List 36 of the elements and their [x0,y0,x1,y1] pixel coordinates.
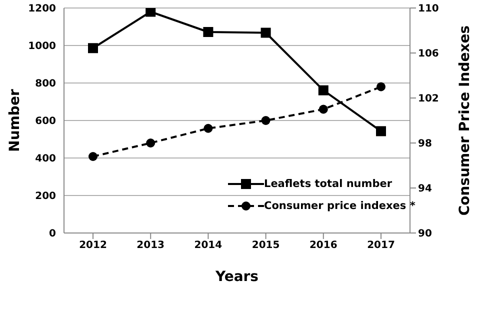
y2-tick-label: 106 [418,48,439,60]
y2-tick-label: 110 [418,4,439,15]
y2-axis-title: Consumer Price Indexes [456,25,473,216]
y2-tick-label: 98 [418,138,432,150]
point [318,85,328,96]
y-axis-title: Number [6,89,23,152]
x-tick-label: 2013 [136,240,165,252]
point [261,116,270,125]
y-tick-label: 400 [35,154,56,165]
y-tick-label: 600 [35,116,56,128]
point [204,124,213,133]
y2-tick-label: 90 [418,228,432,240]
x-axis-title: Years [214,269,259,285]
y2-tick-label: 102 [418,94,439,105]
point [146,8,156,17]
x-tick-label: 2016 [309,240,338,252]
x-tick-label: 2015 [252,240,280,252]
y-tick-label: 0 [49,228,56,240]
x-tick-label: 2014 [194,240,222,252]
point [376,82,386,92]
point [88,43,98,54]
y-tick-label: 800 [35,78,56,90]
point [146,138,156,148]
y-tick-label: 200 [35,191,56,202]
y-tick-label: 1000 [28,41,56,52]
point [376,126,386,136]
y2-tick-label: 94 [418,184,432,195]
x-tick-label: 2017 [367,240,395,252]
point [318,104,328,114]
legend-label: Leaflets total number [264,178,392,190]
point [260,28,271,38]
y-tick-label: 1200 [28,4,56,15]
point [203,27,214,37]
x-tick-label: 2012 [79,240,107,252]
point [88,152,98,161]
legend-label: Consumer price indexes * [264,200,416,212]
